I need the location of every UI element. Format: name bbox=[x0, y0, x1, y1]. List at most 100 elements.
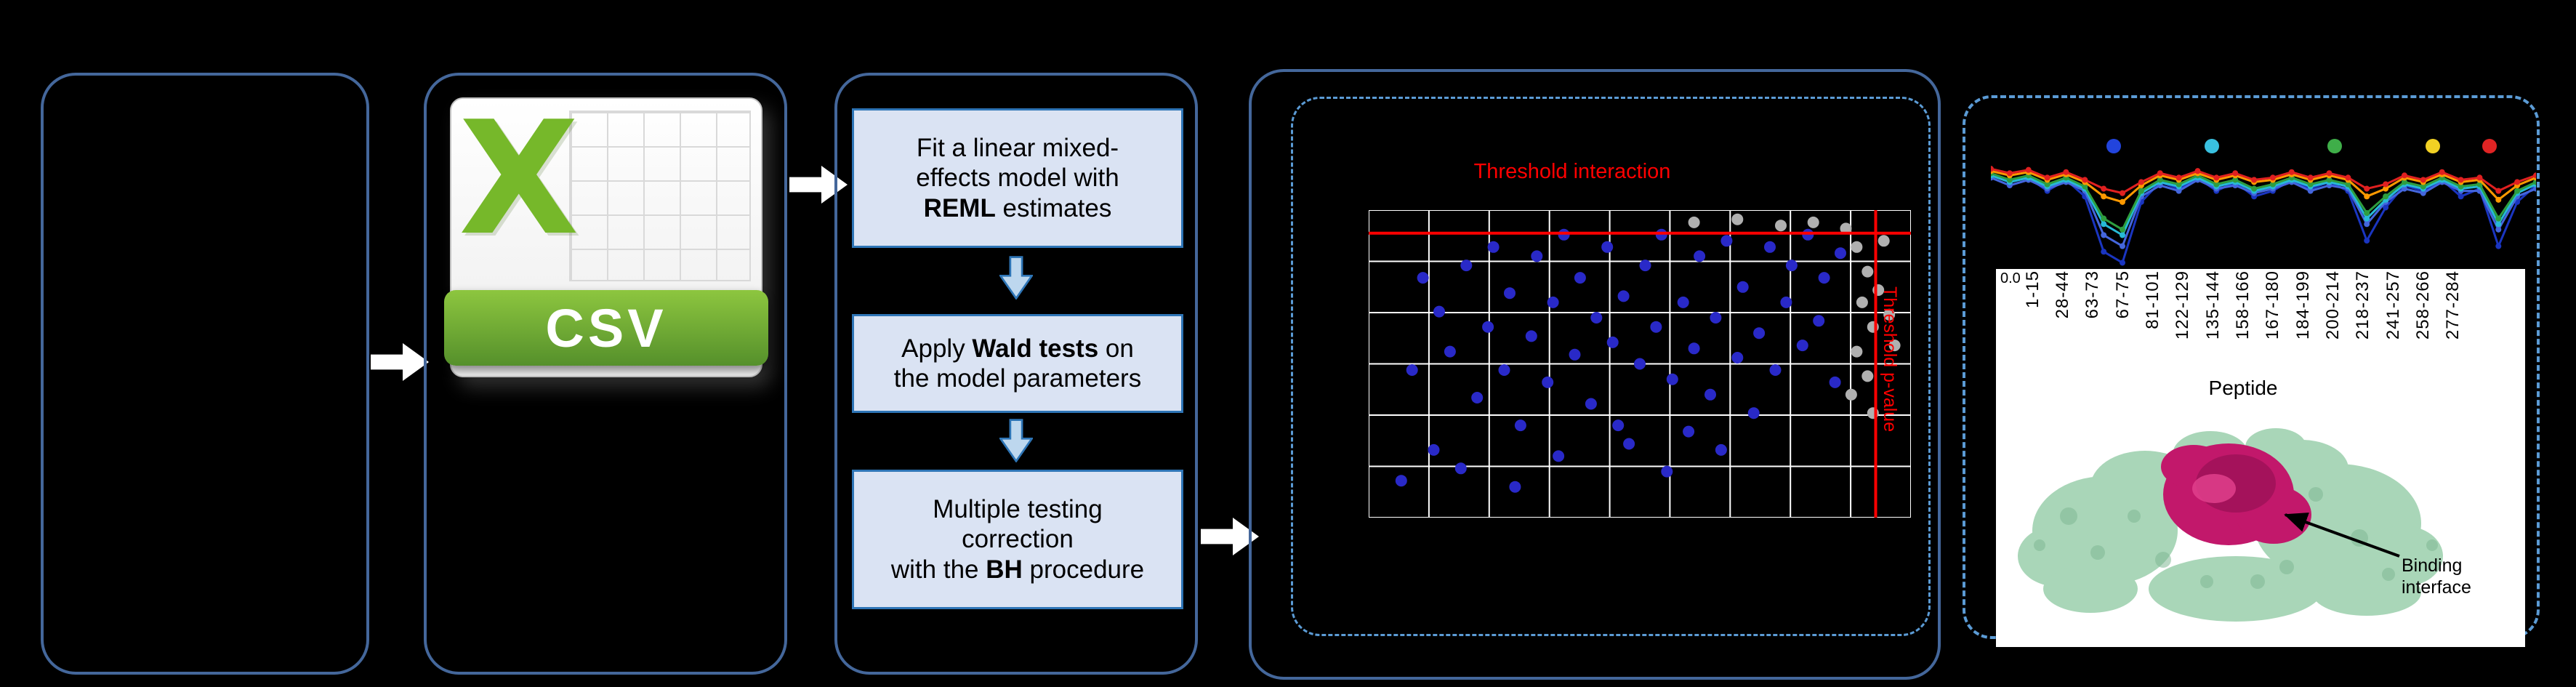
scatter-point bbox=[1769, 364, 1782, 376]
uptake-marker bbox=[2006, 170, 2013, 177]
step-bh-correction: Multiple testing correction with the BH … bbox=[852, 470, 1183, 609]
uptake-marker bbox=[2025, 166, 2032, 173]
uptake-line-chart bbox=[1991, 166, 2536, 266]
uptake-marker bbox=[2402, 179, 2407, 185]
scatter-point bbox=[1650, 321, 1662, 333]
csv-banner: CSV bbox=[444, 290, 768, 366]
uptake-marker bbox=[2383, 181, 2389, 188]
uptake-marker bbox=[2120, 232, 2125, 238]
step-wald-tests-text: Apply Wald tests on the model parameters bbox=[893, 334, 1142, 393]
protein-surface bbox=[2018, 428, 2443, 622]
uptake-marker bbox=[2345, 174, 2351, 181]
uptake-marker bbox=[2101, 193, 2107, 200]
uptake-marker bbox=[2288, 169, 2295, 175]
uptake-marker bbox=[2383, 193, 2389, 200]
scatter-point bbox=[1525, 330, 1537, 342]
scatter-point bbox=[1601, 241, 1614, 253]
scatter-point bbox=[1731, 213, 1744, 225]
flow-arrow-icon-1 bbox=[371, 343, 429, 381]
scatter-point bbox=[1856, 296, 1868, 308]
peptide-tick: 277-284 bbox=[2443, 270, 2463, 340]
uptake-marker bbox=[2251, 177, 2258, 183]
step-wald-tests: Apply Wald tests on the model parameters bbox=[852, 314, 1183, 413]
scatter-point bbox=[1688, 216, 1700, 228]
uptake-marker bbox=[2307, 174, 2314, 181]
scatter-point bbox=[1406, 364, 1418, 376]
scatter-point bbox=[1851, 345, 1863, 358]
peptide-tick: 1-15 bbox=[2022, 270, 2042, 309]
peptide-tick: 67-75 bbox=[2112, 270, 2133, 319]
scatter-point bbox=[1454, 462, 1467, 475]
uptake-marker bbox=[2402, 185, 2407, 192]
uptake-marker bbox=[2307, 181, 2314, 188]
protein-structure-image bbox=[2018, 428, 2443, 622]
step-bh-correction-text: Multiple testing correction with the BH … bbox=[890, 495, 1145, 584]
uptake-marker bbox=[1991, 166, 1994, 172]
uptake-marker bbox=[2232, 177, 2239, 183]
uptake-marker bbox=[2514, 179, 2521, 185]
uptake-marker bbox=[2345, 181, 2351, 188]
uptake-marker bbox=[2326, 170, 2333, 177]
scatter-point bbox=[1807, 216, 1819, 228]
scatter-point bbox=[1796, 340, 1808, 352]
scatter-point bbox=[1715, 443, 1727, 456]
uptake-marker bbox=[2420, 190, 2426, 196]
volcano-scatter-plot bbox=[1369, 210, 1911, 518]
uptake-marker bbox=[2307, 188, 2314, 194]
scatter-point bbox=[1585, 398, 1597, 410]
input-panel bbox=[41, 73, 369, 675]
uptake-marker bbox=[2514, 188, 2521, 194]
down-arrow-icon bbox=[999, 256, 1033, 300]
uptake-marker bbox=[2495, 226, 2502, 233]
peptide-tick: 258-266 bbox=[2412, 270, 2433, 340]
uptake-marker bbox=[2364, 193, 2370, 200]
scatter-point bbox=[1888, 340, 1901, 352]
binding-arrow bbox=[2284, 513, 2400, 558]
scatter-point bbox=[1558, 228, 1570, 241]
uptake-marker bbox=[2232, 170, 2239, 177]
binding-interface-region bbox=[2161, 443, 2311, 545]
uptake-marker bbox=[2194, 168, 2201, 174]
uptake-marker bbox=[2157, 170, 2163, 177]
uptake-marker bbox=[2175, 188, 2182, 194]
scatter-point bbox=[1845, 388, 1857, 401]
uptake-marker bbox=[2101, 232, 2107, 238]
scatter-point bbox=[1683, 425, 1695, 438]
peptide-tick: 158-166 bbox=[2232, 270, 2253, 340]
scatter-point bbox=[1764, 241, 1776, 253]
uptake-marker bbox=[2120, 198, 2125, 205]
legend-dot-cyan bbox=[2204, 139, 2219, 153]
uptake-marker bbox=[2364, 221, 2370, 228]
peptide-tick: 122-129 bbox=[2173, 270, 2193, 340]
steps-panel: Fit a linear mixed- effects model with R… bbox=[834, 73, 1198, 675]
scatter-point bbox=[1482, 321, 1494, 333]
scatter-point bbox=[1547, 296, 1559, 308]
scatter-point bbox=[1395, 475, 1407, 487]
scatter-point bbox=[1639, 260, 1651, 272]
uptake-marker bbox=[2533, 172, 2536, 179]
uptake-marker bbox=[2458, 177, 2464, 183]
uptake-marker bbox=[2495, 243, 2502, 249]
scatter-point bbox=[1829, 376, 1841, 388]
legend-dot-row bbox=[1991, 139, 2536, 155]
peptide-tick: 218-237 bbox=[2353, 270, 2373, 340]
legend-dot-blue bbox=[2106, 139, 2121, 153]
scatter-point bbox=[1861, 265, 1874, 278]
peptide-tick: 63-73 bbox=[2082, 270, 2103, 319]
scatter-point bbox=[1623, 438, 1635, 450]
scatter-point bbox=[1574, 272, 1586, 284]
scatter-point bbox=[1606, 336, 1619, 348]
peptide-tick: 200-214 bbox=[2322, 270, 2343, 340]
scatter-point bbox=[1677, 296, 1689, 308]
scatter-point bbox=[1747, 407, 1760, 419]
scatter-point bbox=[1428, 443, 1440, 456]
scatter-point bbox=[1731, 352, 1744, 363]
uptake-marker bbox=[2157, 177, 2163, 183]
uptake-marker bbox=[2213, 174, 2220, 181]
uptake-line-cyan bbox=[1991, 174, 2536, 237]
peptide-tick: 81-101 bbox=[2142, 270, 2162, 329]
scatter-point bbox=[1720, 235, 1733, 247]
uptake-marker bbox=[2101, 185, 2107, 192]
uptake-marker bbox=[2458, 183, 2464, 190]
volcano-panel: Threshold interaction Threshold p-value bbox=[1249, 69, 1941, 680]
